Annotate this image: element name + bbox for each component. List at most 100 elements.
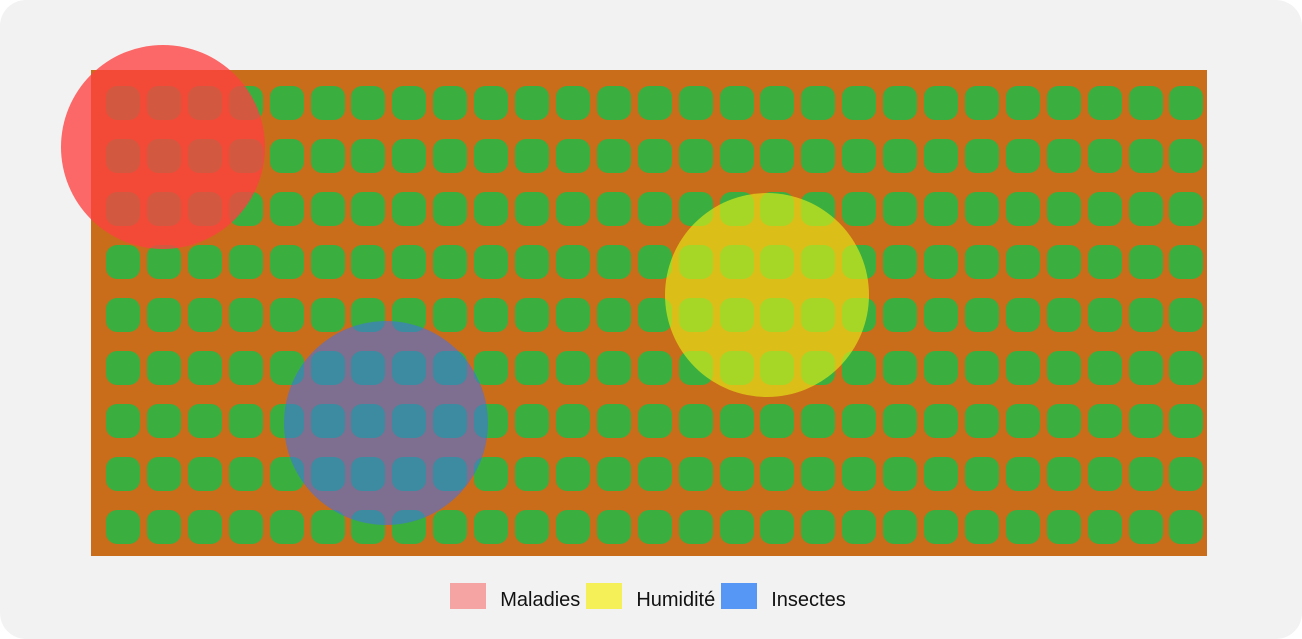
plant [801, 86, 836, 120]
plant [924, 86, 958, 120]
plant [228, 404, 263, 438]
plant [269, 139, 304, 173]
plant [883, 457, 918, 491]
plant [1169, 245, 1204, 279]
plant [1005, 404, 1040, 438]
plant [106, 457, 140, 491]
plant [678, 86, 713, 120]
plant [1046, 457, 1081, 491]
plant [801, 510, 836, 544]
plant [474, 298, 509, 332]
plant [678, 457, 713, 491]
plant [392, 192, 427, 226]
plant [433, 139, 468, 173]
plant [555, 298, 590, 332]
plant [760, 404, 795, 438]
plant [515, 139, 549, 173]
plant [1005, 86, 1040, 120]
plant [106, 298, 140, 332]
plant [146, 298, 181, 332]
plant [1169, 351, 1204, 385]
plant [719, 510, 754, 544]
plant [1046, 139, 1081, 173]
plant [637, 457, 672, 491]
plant [228, 245, 263, 279]
plant [1169, 298, 1204, 332]
plant [1046, 404, 1081, 438]
plant [228, 351, 263, 385]
plant [596, 139, 631, 173]
plant [964, 510, 999, 544]
plant [883, 245, 918, 279]
plant [433, 86, 468, 120]
plant [392, 245, 427, 279]
plant [1087, 457, 1122, 491]
plant [433, 298, 468, 332]
legend-item-humidite: Humidité [586, 583, 715, 611]
plant [883, 298, 918, 332]
legend-item-maladies: Maladies [450, 583, 580, 611]
plant [964, 351, 999, 385]
plant [596, 298, 631, 332]
plant [146, 457, 181, 491]
plant [760, 510, 795, 544]
plant [106, 404, 140, 438]
plant [310, 245, 345, 279]
plant [351, 139, 386, 173]
plant [883, 351, 918, 385]
plant [515, 245, 549, 279]
legend-swatch-humidite [586, 583, 623, 609]
plant [515, 351, 549, 385]
plant [269, 298, 304, 332]
plant [228, 298, 263, 332]
plant [555, 86, 590, 120]
plant [1046, 192, 1081, 226]
legend-label-humidite: Humidité [636, 589, 716, 611]
plant [310, 192, 345, 226]
plant [474, 139, 509, 173]
plant [1128, 298, 1163, 332]
plant [310, 510, 345, 544]
plant [924, 404, 958, 438]
plant [1005, 192, 1040, 226]
plant [351, 86, 386, 120]
legend-item-insectes: Insectes [721, 583, 846, 611]
plant [1087, 245, 1122, 279]
plant [269, 245, 304, 279]
plant [106, 245, 140, 279]
plant [1128, 457, 1163, 491]
plant [474, 86, 509, 120]
plant [1087, 404, 1122, 438]
plant [719, 86, 754, 120]
plant [596, 351, 631, 385]
plant [474, 351, 509, 385]
plant [269, 86, 304, 120]
plant [1128, 351, 1163, 385]
plant [1128, 404, 1163, 438]
plant [1128, 510, 1163, 544]
plant [1005, 245, 1040, 279]
plant [555, 457, 590, 491]
plant [924, 139, 958, 173]
plant [842, 457, 877, 491]
legend-swatch-insectes [721, 583, 758, 609]
plant [515, 457, 549, 491]
plant [310, 139, 345, 173]
plant [596, 192, 631, 226]
plant [842, 86, 877, 120]
plant [842, 139, 877, 173]
zone-humidite [665, 193, 869, 397]
plant [433, 192, 468, 226]
plant [146, 510, 181, 544]
plant [1169, 457, 1204, 491]
plant [924, 245, 958, 279]
plant [964, 404, 999, 438]
plant [883, 139, 918, 173]
plant [1005, 298, 1040, 332]
plant [146, 404, 181, 438]
plant [883, 86, 918, 120]
plant [842, 192, 877, 226]
legend-label-maladies: Maladies [500, 589, 581, 611]
plant [392, 86, 427, 120]
plant [637, 86, 672, 120]
